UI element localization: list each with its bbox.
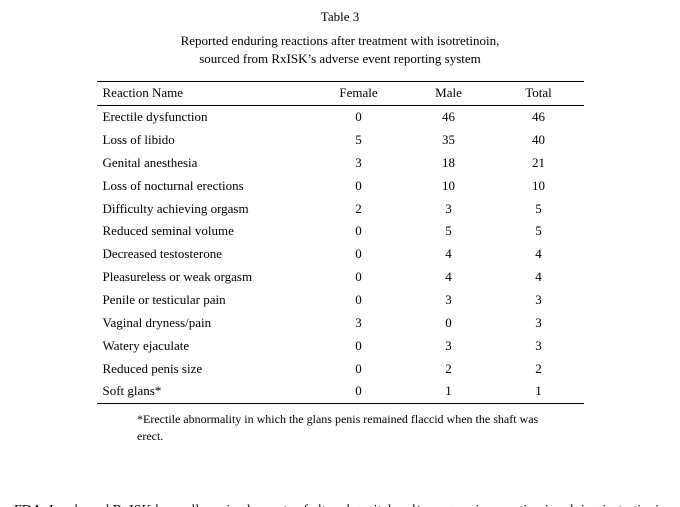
table-row: Vaginal dryness/pain 3 0 3	[97, 312, 584, 335]
male-count-cell: 4	[445, 246, 452, 262]
total-count-cell: 40	[532, 132, 545, 148]
total-count-cell: 4	[535, 269, 542, 285]
table-row: Watery ejaculate 0 3 3	[97, 335, 584, 358]
female-count-cell: 3	[355, 154, 362, 170]
table-row: Reduced seminal volume 0 5 5	[97, 220, 584, 243]
total-count-cell: 3	[535, 337, 542, 353]
table-row: Difficulty achieving orgasm 2 3 5	[97, 198, 584, 221]
reaction-name-cell: Penile or testicular pain	[102, 291, 226, 307]
female-count-cell: 0	[355, 246, 362, 262]
table-caption: Reported enduring reactions after treatm…	[0, 32, 680, 68]
total-count-cell: 3	[535, 314, 542, 330]
table-header-row: Reaction Name Female Male Total	[96, 81, 584, 107]
female-count-cell: 0	[355, 360, 362, 376]
male-count-cell: 1	[445, 383, 452, 399]
paragraph-text-segment: FDA, Lareb, and RxISK have all received …	[14, 503, 666, 507]
reaction-name-cell: Genital anesthesia	[102, 154, 198, 170]
table-row: Loss of libido 5 35 40	[97, 129, 584, 152]
reaction-name-cell: Vaginal dryness/pain	[102, 314, 212, 330]
female-count-cell: 0	[355, 109, 362, 125]
reaction-name-cell: Erectile dysfunction	[102, 109, 208, 125]
male-count-cell: 5	[445, 223, 452, 239]
table-caption-line-2: sourced from RxISK’s adverse event repor…	[199, 51, 481, 67]
total-count-cell: 46	[532, 109, 545, 125]
reaction-name-cell: Watery ejaculate	[102, 337, 190, 353]
male-count-cell: 10	[442, 177, 455, 193]
male-count-cell: 2	[445, 360, 452, 376]
total-count-cell: 4	[535, 246, 542, 262]
female-count-cell: 0	[355, 291, 362, 307]
total-count-cell: 2	[535, 360, 542, 376]
body-paragraph: FDA, Lareb, and RxISK have all received …	[14, 502, 666, 507]
table-row: Soft glans* 0 1 1	[97, 380, 584, 403]
table-caption-line-1: Reported enduring reactions after treatm…	[180, 33, 500, 48]
female-count-cell: 0	[355, 337, 362, 353]
male-count-cell: 3	[445, 200, 452, 216]
reaction-name-cell: Loss of nocturnal erections	[102, 177, 244, 193]
reaction-name-cell: Decreased testosterone	[102, 246, 222, 262]
male-count-cell: 46	[442, 109, 455, 125]
reaction-name-cell: Difficulty achieving orgasm	[102, 200, 249, 216]
table-row: Erectile dysfunction 0 46 46	[97, 106, 584, 129]
table-row: Decreased testosterone 0 4 4	[97, 243, 584, 266]
table-row: Genital anesthesia 3 18 21	[97, 152, 584, 175]
female-count-cell: 0	[355, 223, 362, 239]
reaction-name-cell: Reduced penis size	[102, 360, 203, 376]
total-count-cell: 3	[535, 291, 542, 307]
total-count-cell: 5	[535, 223, 542, 239]
female-count-cell: 0	[355, 177, 362, 193]
male-count-cell: 3	[445, 291, 452, 307]
total-count-cell: 1	[535, 383, 542, 399]
total-count-cell: 21	[532, 154, 545, 170]
column-header-female: Female	[313, 81, 404, 107]
reaction-name-cell: Pleasureless or weak orgasm	[102, 269, 253, 285]
female-count-cell: 0	[355, 269, 362, 285]
total-count-cell: 10	[532, 177, 545, 193]
table-title: Table 3	[320, 9, 360, 24]
female-count-cell: 3	[355, 314, 362, 330]
column-header-total: Total	[493, 81, 584, 107]
reaction-name-cell: Loss of libido	[102, 132, 175, 148]
female-count-cell: 0	[355, 383, 362, 399]
reactions-table: Reaction Name Female Male Total Erectile…	[96, 81, 584, 405]
total-count-cell: 5	[535, 200, 542, 216]
table-footnote: *Erectile abnormality in which the glans…	[137, 412, 539, 443]
column-header-reaction-name: Reaction Name	[96, 81, 314, 107]
female-count-cell: 2	[355, 200, 362, 216]
male-count-cell: 0	[445, 314, 452, 330]
table-row: Pleasureless or weak orgasm 0 4 4	[97, 266, 584, 289]
male-count-cell: 4	[445, 269, 452, 285]
column-header-male: Male	[403, 81, 494, 107]
male-count-cell: 35	[442, 132, 455, 148]
male-count-cell: 18	[442, 154, 455, 170]
table-row: Loss of nocturnal erections 0 10 10	[97, 175, 584, 198]
table-row: Reduced penis size 0 2 2	[97, 358, 584, 381]
male-count-cell: 3	[445, 337, 452, 353]
female-count-cell: 5	[355, 132, 362, 148]
reaction-name-cell: Reduced seminal volume	[102, 223, 234, 239]
table-row: Penile or testicular pain 0 3 3	[97, 289, 584, 312]
reaction-name-cell: Soft glans*	[102, 383, 162, 399]
